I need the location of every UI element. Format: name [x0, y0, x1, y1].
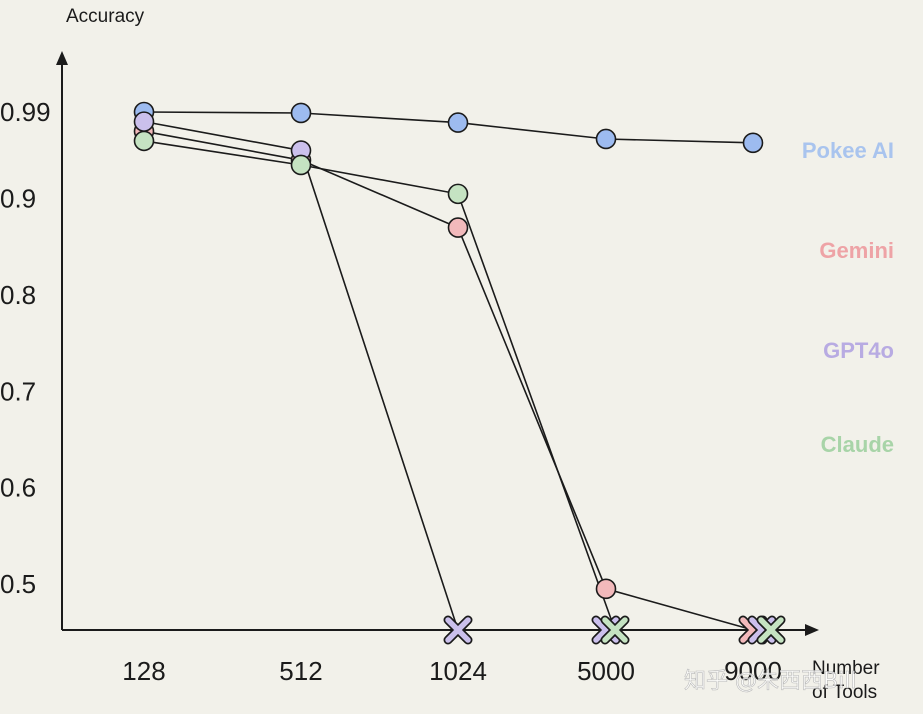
- data-point-gemini: [595, 578, 617, 600]
- watermark: 知乎 @朱西西Bill: [684, 669, 856, 694]
- y-tick-label: 0.99: [0, 97, 51, 127]
- legend-label-claude: Claude: [821, 432, 894, 457]
- legend: Pokee AI Gemini GPT4o Claude: [802, 138, 894, 457]
- x-tick-labels: 128 512 1024 5000 9000: [122, 656, 782, 686]
- series-line-gemini: [143, 130, 754, 631]
- data-point-claude: [133, 130, 155, 152]
- data-point-pokee-ai: [742, 132, 764, 154]
- data-point-claude: [447, 183, 469, 205]
- y-tick-label: 0.6: [0, 473, 36, 503]
- y-tick-labels: 0.99 0.9 0.8 0.7 0.6 0.5: [0, 97, 51, 599]
- data-point-gemini: [447, 217, 469, 238]
- data-point-claude: [290, 154, 312, 176]
- x-tick-label: 9000: [724, 656, 782, 686]
- series-line-claude: [143, 140, 771, 631]
- x-tick-label: 128: [122, 656, 165, 686]
- x-tick-label: 1024: [429, 656, 487, 686]
- data-point-pokee-ai: [595, 128, 617, 150]
- x-tick-label: 5000: [577, 656, 635, 686]
- y-axis-title: Accuracy: [66, 6, 145, 27]
- x-tick-label: 512: [279, 656, 322, 686]
- legend-label-pokee-ai: Pokee AI: [802, 138, 894, 163]
- data-point-gpt4o: [133, 111, 155, 132]
- data-point-pokee-ai: [290, 102, 312, 124]
- y-tick-label: 0.9: [0, 184, 36, 214]
- failure-marker-claude: [756, 615, 786, 645]
- failure-marker-claude: [600, 615, 630, 645]
- y-tick-label: 0.8: [0, 280, 36, 310]
- y-tick-label: 0.7: [0, 376, 36, 406]
- legend-label-gpt4o: GPT4o: [823, 338, 894, 363]
- x-axis-title-line-2: of Tools: [812, 682, 877, 703]
- y-tick-label: 0.5: [0, 569, 36, 599]
- x-axis-title-line-1: Number: [812, 658, 880, 679]
- failure-marker-gpt4o: [443, 615, 473, 645]
- legend-label-gemini: Gemini: [819, 238, 894, 263]
- series-points: [133, 101, 786, 645]
- data-point-pokee-ai: [447, 112, 469, 133]
- x-axis-title: Number of Tools: [812, 658, 885, 703]
